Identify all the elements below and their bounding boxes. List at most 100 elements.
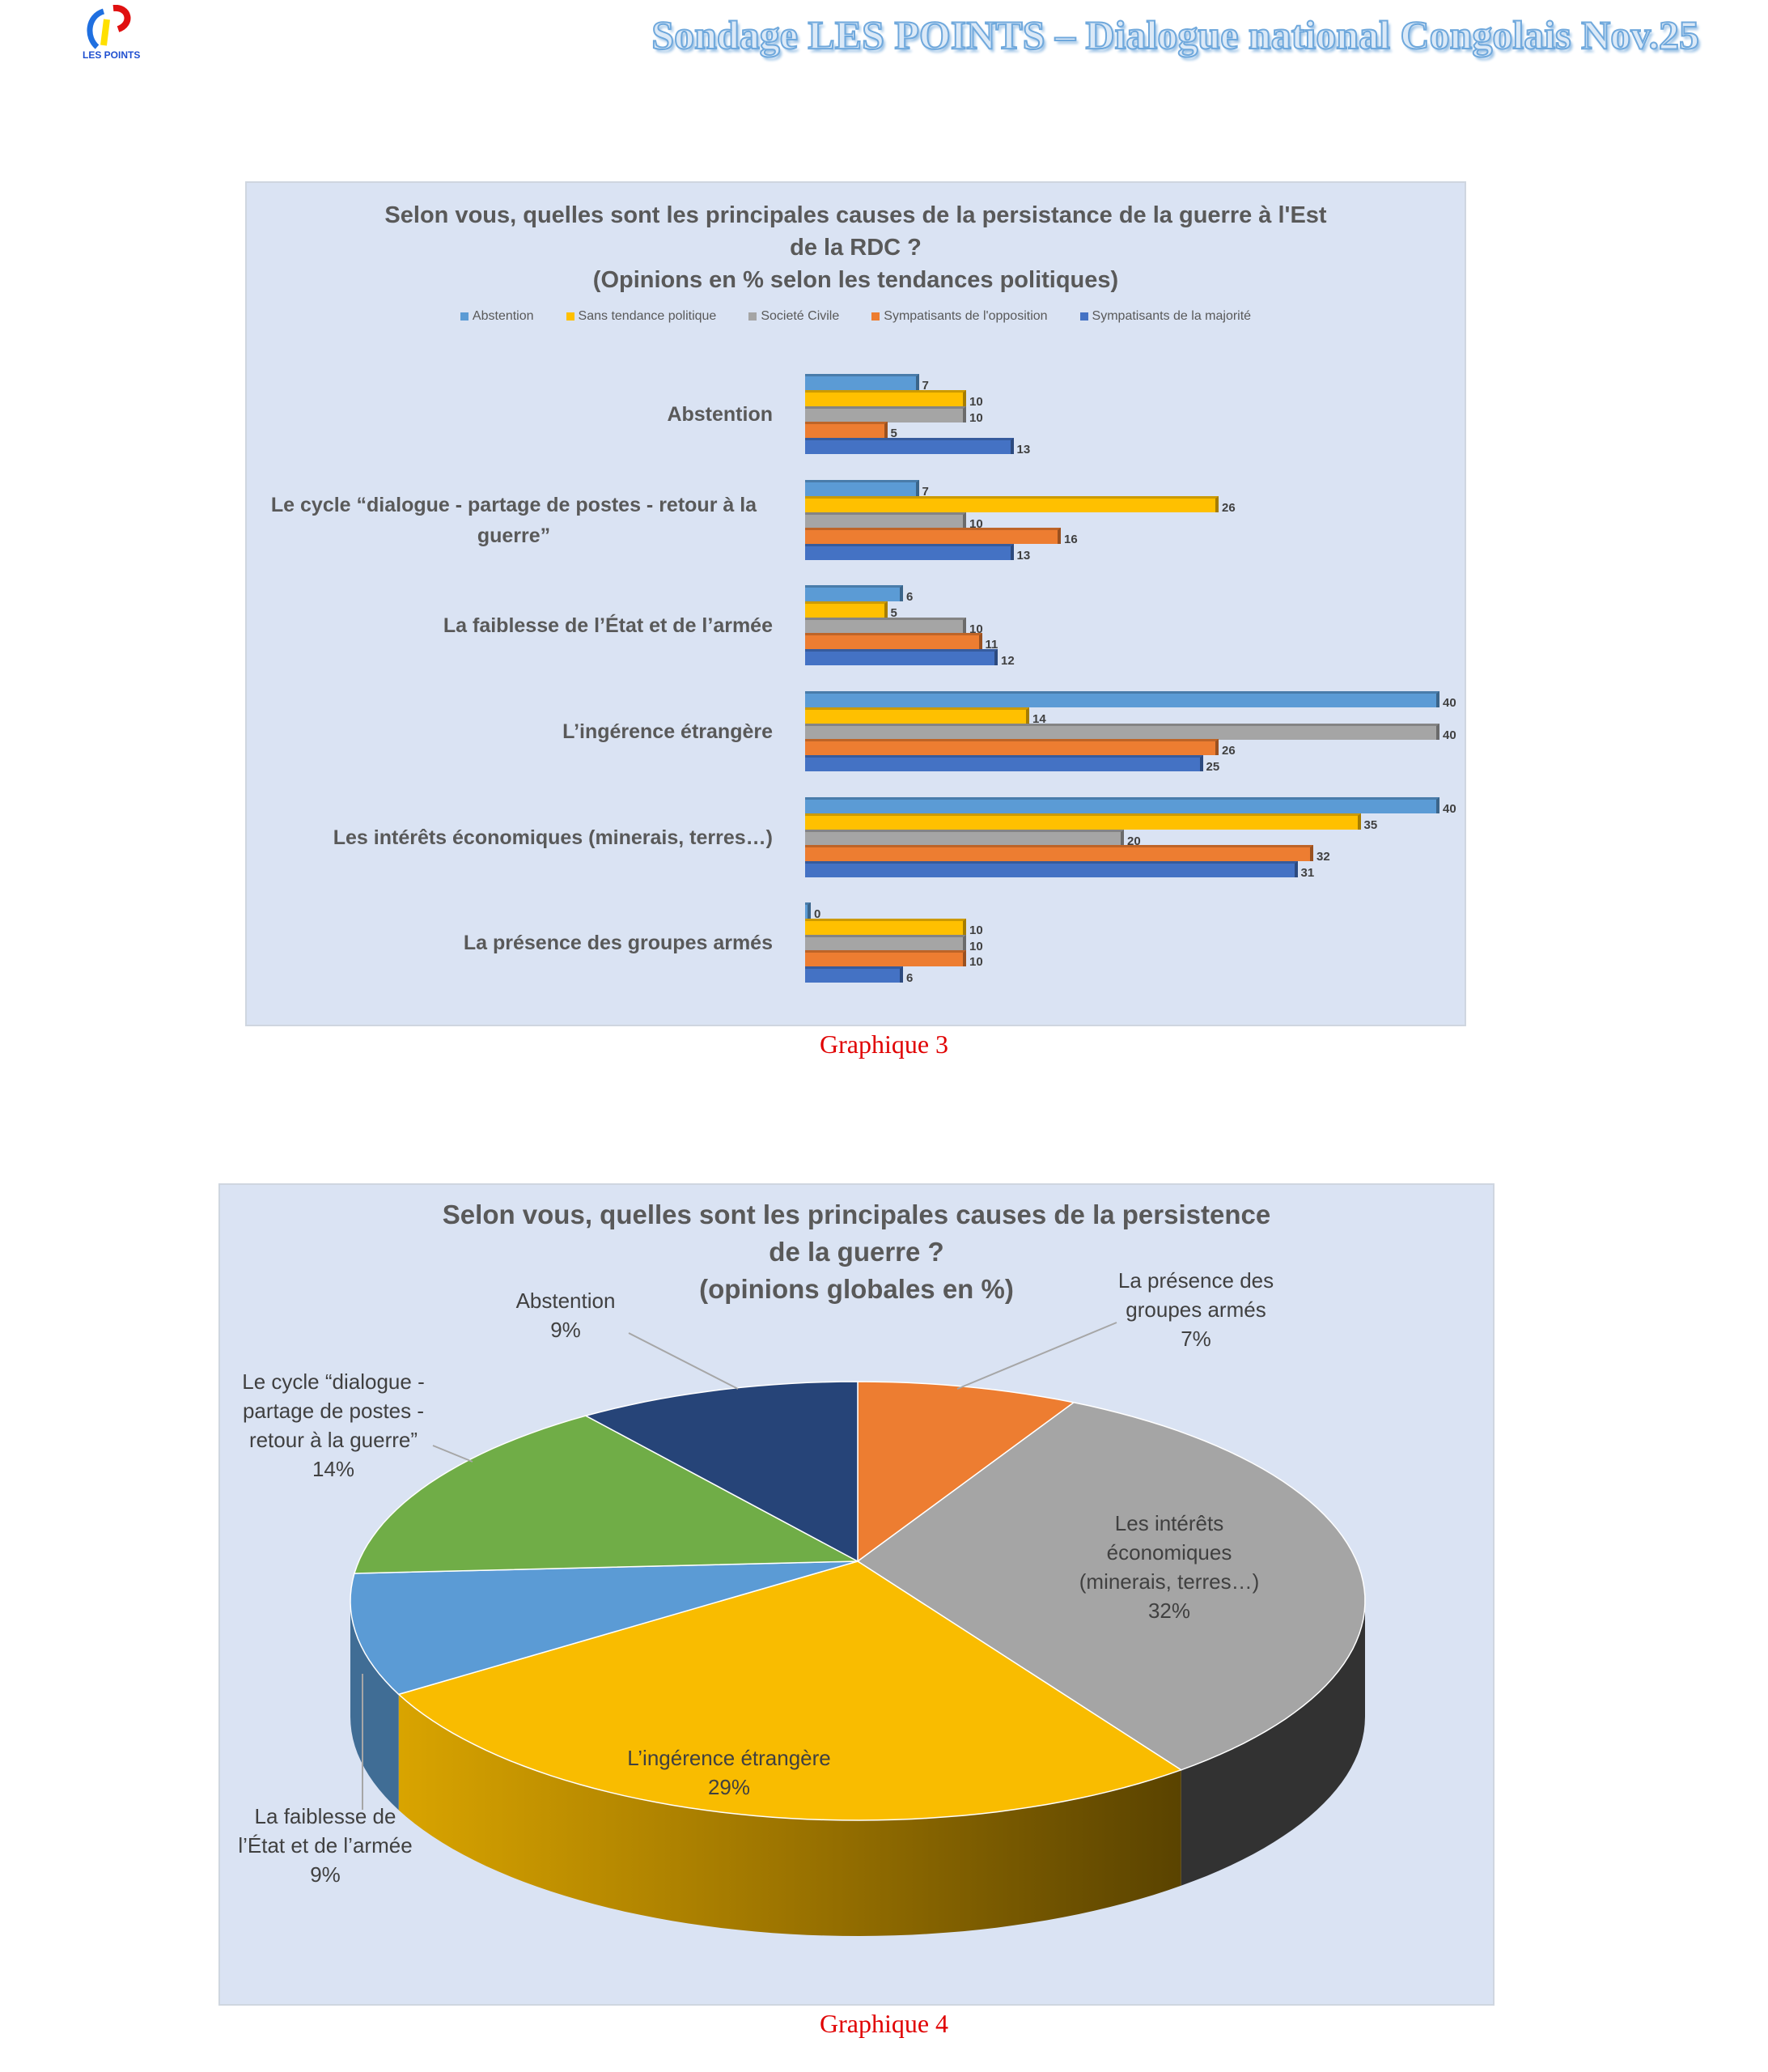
bar-societ-civile <box>805 829 1124 846</box>
pie-chart-panel: Selon vous, quelles sont les principales… <box>218 1183 1495 2006</box>
bar-value-label: 16 <box>1064 533 1078 547</box>
bar-value-label: 25 <box>1206 760 1220 775</box>
bar-sans-tendance-politique <box>805 601 888 618</box>
svg-text:LES POINTS: LES POINTS <box>83 49 140 61</box>
pie-slice <box>583 1381 859 1563</box>
legend-label: Sympatisants de l'opposition <box>884 309 1048 323</box>
bar-abstention <box>805 374 919 390</box>
bar-sans-tendance-politique <box>805 918 966 935</box>
pie-chart-title: Selon vous, quelles sont les principales… <box>220 1196 1493 1308</box>
bar-sympatisants-de-l-opposition <box>805 739 1219 756</box>
pie-label-text: La présence des <box>1117 1268 1274 1293</box>
bar-sympatisants-de-la-majorit- <box>805 755 1203 772</box>
bar-sympatisants-de-la-majorit- <box>805 649 998 666</box>
pie-side-2 <box>398 1694 1181 1936</box>
bar-value-label: 35 <box>1363 817 1378 832</box>
pie-slice <box>353 1415 860 1574</box>
bar-value-label: 40 <box>1443 728 1456 742</box>
bar-value-label: 11 <box>985 638 998 652</box>
bar-value-label: 20 <box>1127 834 1141 848</box>
leader-line <box>956 1322 1117 1390</box>
bar-value-label: 10 <box>969 622 983 636</box>
legend-label: Sympatisants de la majorité <box>1092 309 1252 323</box>
pie-data-label: La faiblesse de l’État et de l’armée 9% <box>163 1802 487 1889</box>
legend-swatch <box>566 312 574 321</box>
bar-societ-civile <box>805 934 966 951</box>
bar-chart-panel: Selon vous, quelles sont les principales… <box>245 181 1466 1026</box>
bar-societ-civile <box>805 723 1439 740</box>
category-label: La présence des groupes armés <box>463 931 773 954</box>
bar-societ-civile <box>805 512 966 529</box>
legend-item: Sans tendance politique <box>566 309 717 324</box>
bar-value-label: 5 <box>890 427 897 441</box>
bar-value-label: 10 <box>969 410 983 425</box>
pie-label-pct: 32% <box>1147 1599 1191 1623</box>
pie-label-text: Abstention <box>515 1289 616 1313</box>
pie-slice <box>856 1401 1366 1771</box>
pie-label-text: Le cycle “dialogue - <box>242 1369 425 1394</box>
pie-slice <box>397 1560 1183 1821</box>
pie-title-line: de la guerre ? <box>769 1237 944 1267</box>
les-points-logo: LES POINTS <box>79 4 147 62</box>
bar-sympatisants-de-la-majorit- <box>805 438 1014 455</box>
bar-value-label: 6 <box>906 971 914 986</box>
bar-value-label: 7 <box>922 379 929 393</box>
bar-value-label: 6 <box>906 590 914 604</box>
bar-value-label: 40 <box>1443 696 1456 710</box>
bar-sympatisants-de-la-majorit- <box>805 544 1014 561</box>
pie-label-text: Les intérêts <box>1114 1511 1224 1535</box>
bar-value-label: 26 <box>1222 500 1236 515</box>
pie-label-text: L’ingérence étrangère <box>627 1746 831 1770</box>
bar-sans-tendance-politique <box>805 389 966 406</box>
pie-data-label: La présence des groupes armés 7% <box>1034 1266 1358 1353</box>
bar-value-label: 40 <box>1443 802 1456 816</box>
bar-value-label: 7 <box>922 485 929 499</box>
bar-abstention <box>805 902 811 919</box>
bar-chart-title: Selon vous, quelles sont les principales… <box>247 199 1465 296</box>
pie-label-text: (minerais, terres…) <box>1079 1569 1260 1594</box>
pie-label-pct: 29% <box>707 1775 751 1799</box>
category-label: L’ingérence étrangère <box>562 720 773 743</box>
bar-value-label: 13 <box>1016 443 1031 457</box>
category-label: Abstention <box>667 402 773 426</box>
bar-sympatisants-de-la-majorit- <box>805 861 1298 878</box>
pie-side-1 <box>1181 1601 1365 1886</box>
bar-sans-tendance-politique <box>805 707 1029 724</box>
legend-swatch <box>871 312 880 321</box>
pie-slice <box>350 1560 859 1696</box>
legend-item: Societé Civile <box>748 309 839 324</box>
legend-label: Sans tendance politique <box>578 309 717 323</box>
bar-title-line: (Opinions en % selon les tendances polit… <box>592 267 1119 293</box>
bar-societ-civile <box>805 405 966 422</box>
pie-label-text: La faiblesse de <box>254 1804 396 1828</box>
pie-data-label: L’ingérence étrangère 29% <box>567 1743 891 1802</box>
leader-line <box>432 1445 473 1463</box>
bar-sympatisants-de-la-majorit- <box>805 966 903 983</box>
pie-label-pct: 9% <box>310 1862 341 1887</box>
bar-value-label: 26 <box>1222 744 1236 758</box>
pie-svg <box>350 1322 1366 1936</box>
bar-abstention <box>805 797 1439 813</box>
legend-label: Abstention <box>472 309 534 323</box>
leader-line <box>628 1332 739 1390</box>
header-title: Sondage LES POINTS – Dialogue national C… <box>651 11 1700 58</box>
pie-label-text: partage de postes - <box>242 1399 425 1423</box>
pie-label-text: l’État et de l’armée <box>238 1833 413 1858</box>
chart-caption-4: Graphique 4 <box>819 2009 949 2038</box>
chart-caption-3: Graphique 3 <box>819 1030 949 1059</box>
bar-sans-tendance-politique <box>805 813 1361 830</box>
bar-value-label: 12 <box>1001 654 1015 669</box>
bar-abstention <box>805 691 1439 707</box>
bar-chart-legend: Abstention Sans tendance politique Societé… <box>247 309 1465 324</box>
bar-title-line: de la RDC ? <box>790 235 922 261</box>
legend-item: Abstention <box>460 309 534 324</box>
bar-value-label: 13 <box>1016 549 1031 563</box>
bar-sympatisants-de-l-opposition <box>805 633 982 650</box>
pie-label-pct: 14% <box>312 1457 355 1481</box>
pie-title-line: Selon vous, quelles sont les principales… <box>442 1199 1271 1229</box>
category-label: La faiblesse de l’État et de l’armée <box>443 614 773 637</box>
pie-slice <box>857 1381 1075 1563</box>
bar-value-label: 31 <box>1300 866 1315 881</box>
bar-sympatisants-de-l-opposition <box>805 528 1061 545</box>
bar-abstention <box>805 480 919 496</box>
